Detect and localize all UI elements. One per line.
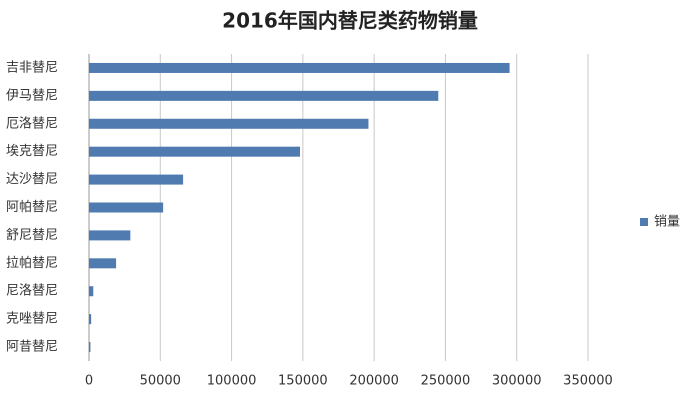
bar <box>89 314 92 325</box>
bar <box>89 62 510 73</box>
x-tick-label: 150000 <box>278 374 328 389</box>
legend-label: 销量 <box>654 215 680 230</box>
bar <box>89 342 91 353</box>
y-tick-label: 舒尼替尼 <box>6 228 58 243</box>
x-tick-label: 100000 <box>207 374 257 389</box>
chart-title: 2016年国内替尼类药物销量 <box>222 9 478 33</box>
legend-swatch <box>640 218 648 226</box>
bar <box>89 202 164 213</box>
y-tick-label: 尼洛替尼 <box>6 284 58 299</box>
y-tick-label: 埃克替尼 <box>6 144 58 159</box>
y-tick-label: 阿帕替尼 <box>6 200 58 215</box>
bar <box>89 258 117 269</box>
y-tick-label: 拉帕替尼 <box>6 256 58 271</box>
bar <box>89 90 439 101</box>
bar <box>89 174 184 185</box>
x-tick-label: 350000 <box>563 374 613 389</box>
y-tick-label: 克唑替尼 <box>6 311 58 327</box>
x-tick-label: 0 <box>85 374 93 389</box>
bar <box>89 286 94 297</box>
y-tick-label: 达沙替尼 <box>6 172 58 187</box>
bar <box>89 118 369 129</box>
bar <box>89 230 131 241</box>
y-tick-label: 伊马替尼 <box>6 88 58 103</box>
x-tick-label: 50000 <box>140 374 181 389</box>
x-tick-label: 300000 <box>492 374 542 389</box>
y-tick-label: 厄洛替尼 <box>6 116 58 131</box>
bar <box>89 146 301 157</box>
y-tick-label: 阿昔替尼 <box>6 340 58 355</box>
x-tick-label: 200000 <box>349 374 399 389</box>
y-tick-label: 吉非替尼 <box>6 60 58 75</box>
x-tick-label: 250000 <box>421 374 471 389</box>
